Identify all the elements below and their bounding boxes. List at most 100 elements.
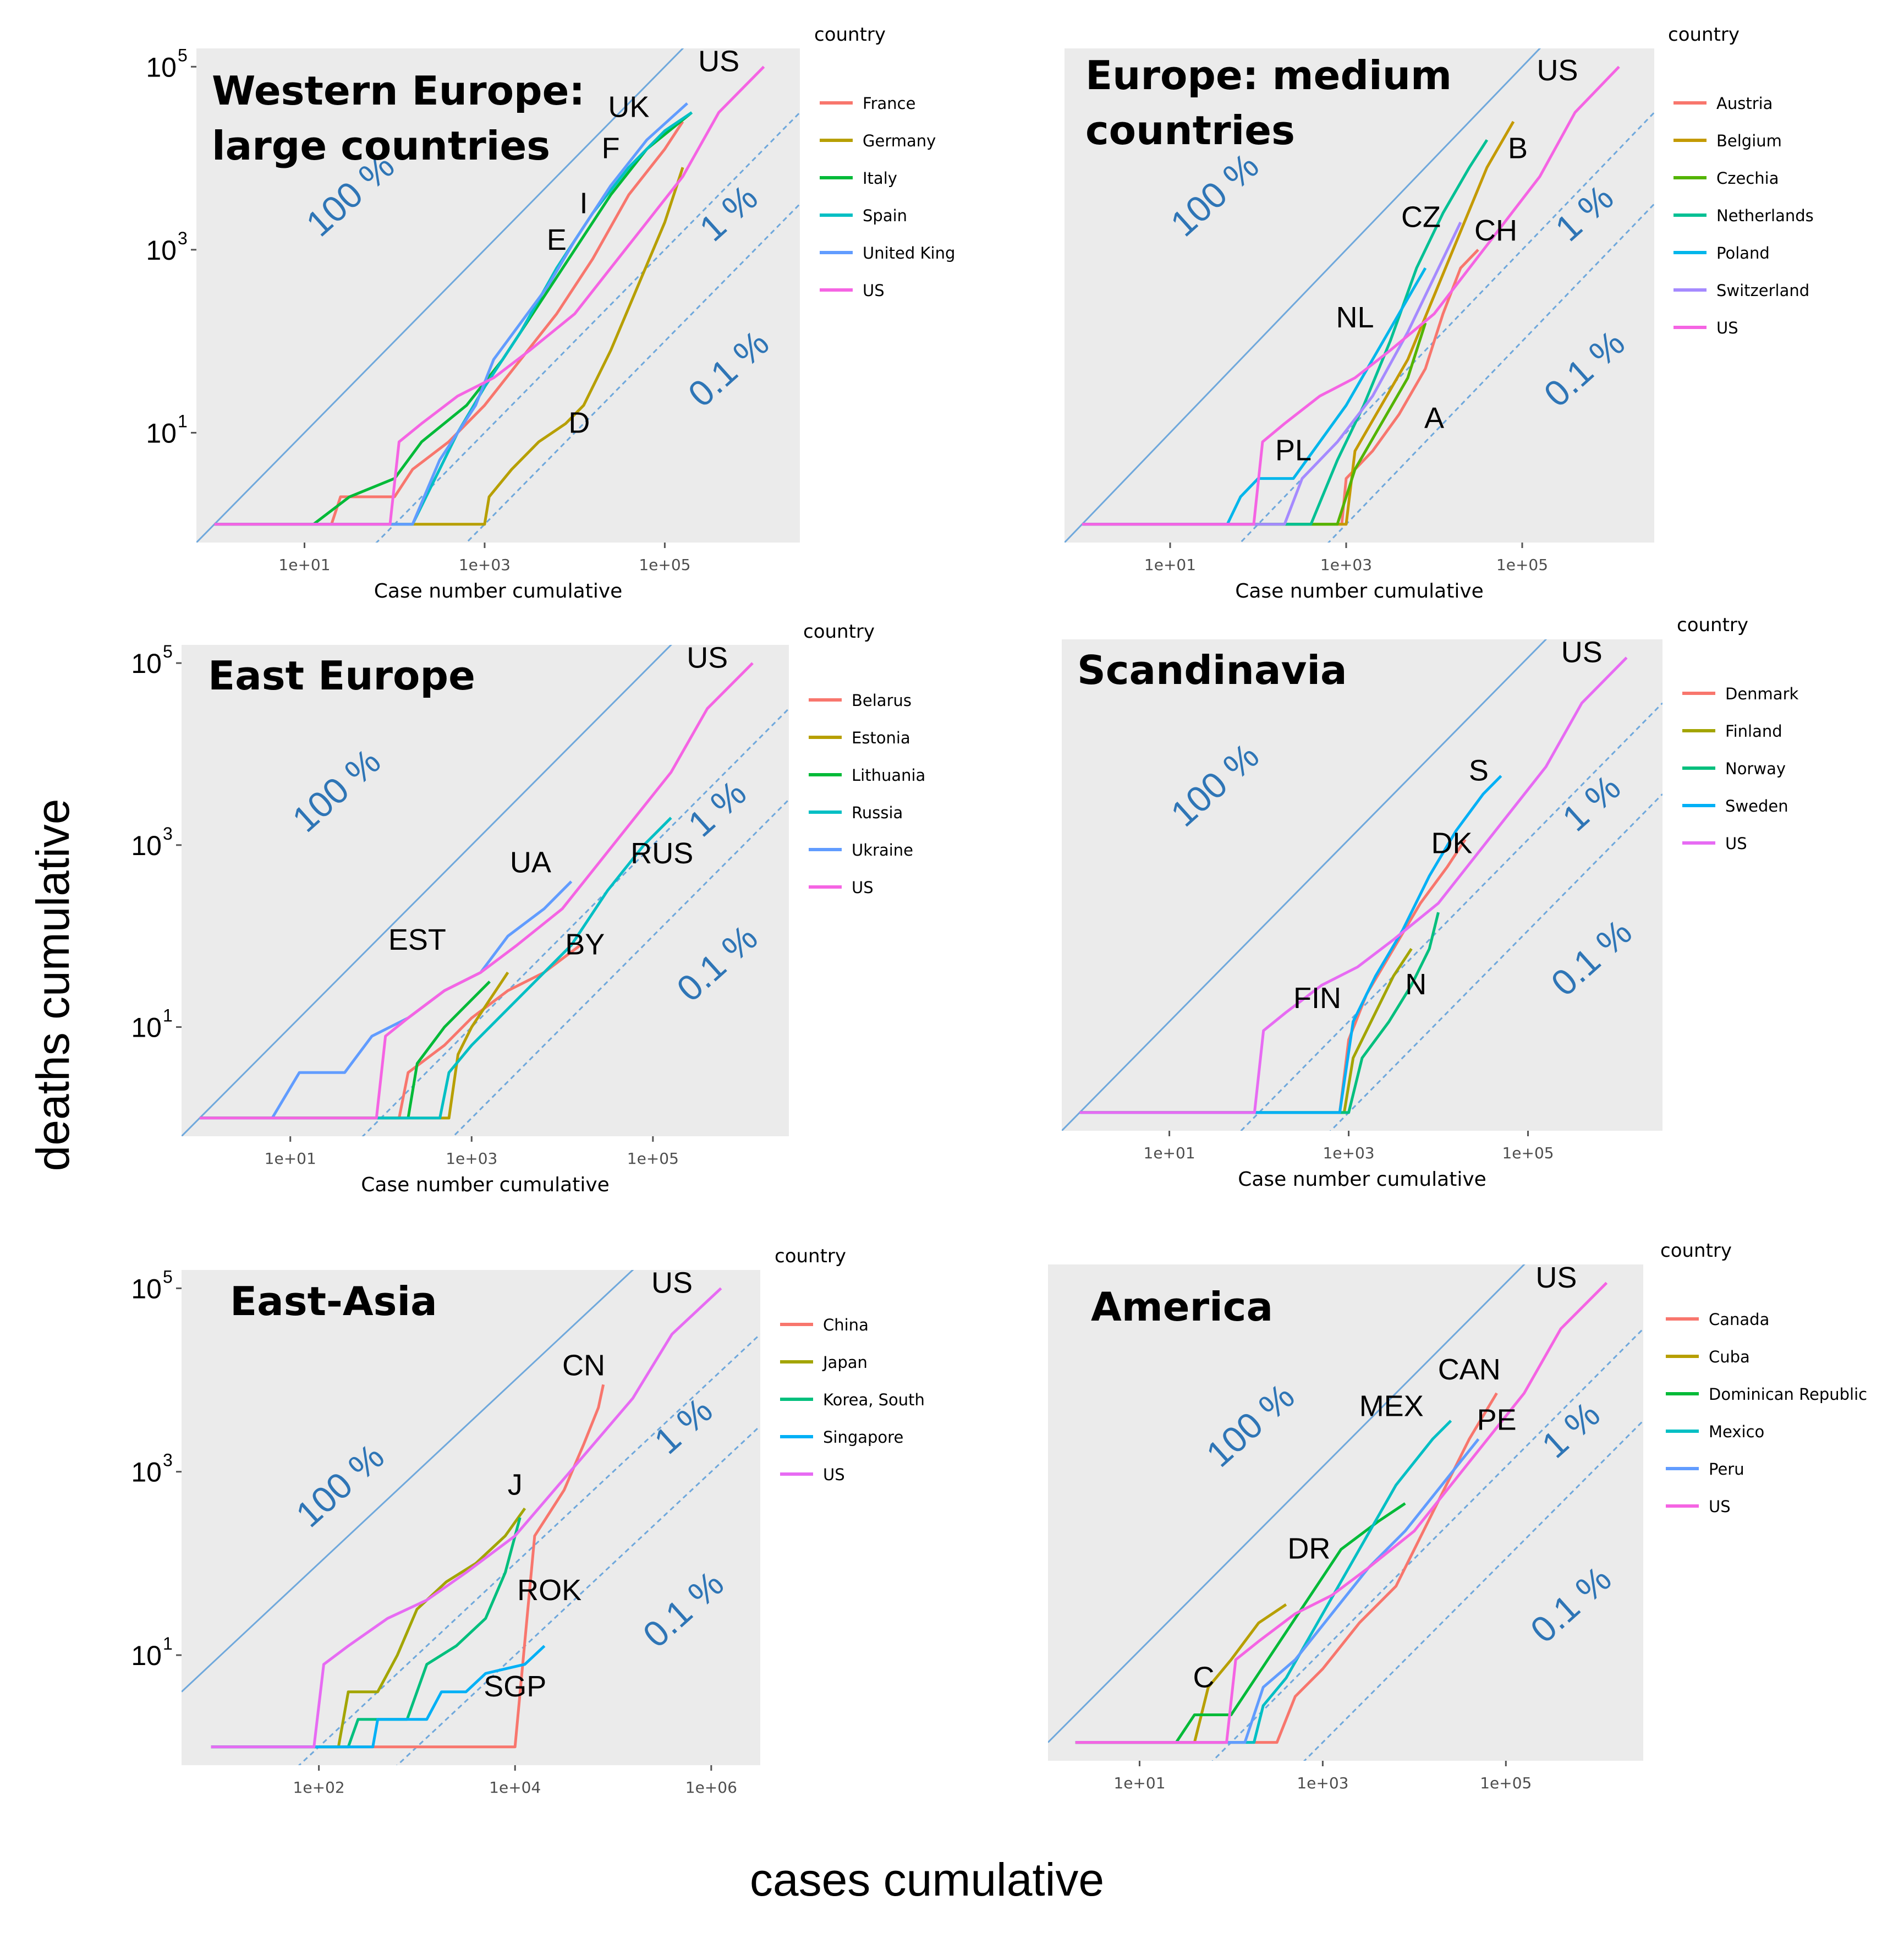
- series-line-us: [211, 1287, 722, 1749]
- series-line-dominican-republic: [1075, 1502, 1406, 1744]
- series-line-korea-south: [211, 1517, 522, 1749]
- annotation-uk: UK: [608, 91, 649, 124]
- annotation-dr: DR: [1287, 1532, 1330, 1565]
- legend-label-peru: Peru: [1709, 1460, 1744, 1479]
- annotation-a: A: [1424, 402, 1444, 435]
- annotation-est: EST: [388, 923, 446, 956]
- plot-background: [182, 1270, 760, 1765]
- legend-label-germany: Germany: [863, 132, 936, 150]
- y-tick-exponent: 1: [178, 411, 188, 431]
- annotation-us: US: [651, 1267, 693, 1300]
- annotation-c: C: [1193, 1661, 1214, 1694]
- legend-label-poland: Poland: [1716, 244, 1770, 262]
- y-tick-exponent: 5: [163, 642, 173, 661]
- reference-line-0: [196, 48, 684, 543]
- reference-line-2: [465, 203, 800, 543]
- legend-label-switzerland: Switzerland: [1716, 281, 1809, 300]
- legend-label-lithuania: Lithuania: [852, 766, 925, 785]
- legend-label-austria: Austria: [1716, 94, 1773, 113]
- legend-label-singapore: Singapore: [823, 1428, 903, 1447]
- annotation-cz: CZ: [1401, 200, 1441, 233]
- y-tick-label: 10: [146, 418, 177, 448]
- legend-title: country: [775, 1245, 846, 1267]
- annotation-fin: FIN: [1293, 982, 1341, 1015]
- reference-line-2: [396, 1425, 760, 1765]
- x-tick-label: 1e+04: [489, 1778, 541, 1797]
- annotation-j: J: [508, 1468, 523, 1501]
- annotation-rus: RUS: [630, 837, 693, 870]
- panel-title-line: East Europe: [208, 653, 475, 699]
- panel-1: 100 % 1 %0.1 %Europe: mediumcountriesUSBC…: [1065, 24, 1814, 603]
- x-tick-label: 1e+03: [446, 1149, 497, 1168]
- y-tick-exponent: 1: [163, 1634, 173, 1653]
- series-line-switzerland: [1082, 221, 1462, 526]
- legend-label-norway: Norway: [1725, 759, 1786, 778]
- annotation-d: D: [568, 406, 590, 439]
- y-tick-exponent: 3: [163, 824, 173, 844]
- series-line-belarus: [200, 944, 581, 1120]
- series-line-peru: [1075, 1438, 1480, 1744]
- panel-x-axis-label: Case number cumulative: [1238, 1168, 1486, 1191]
- reference-line-0: [1062, 639, 1548, 1131]
- figure-x-axis-label: cases cumulative: [750, 1854, 1104, 1905]
- series-line-russia: [200, 817, 672, 1120]
- series-line-belgium: [1082, 121, 1515, 526]
- plot-inner: [196, 48, 800, 543]
- x-tick-label: 1e+05: [1480, 1774, 1532, 1792]
- x-tick-label: 1e+05: [639, 556, 690, 574]
- series-line-singapore: [211, 1645, 546, 1749]
- annotation-pl: PL: [1275, 434, 1312, 467]
- annotation-us: US: [687, 641, 728, 674]
- x-tick-label: 1e+01: [265, 1149, 316, 1168]
- legend-label-us: US: [1725, 834, 1747, 853]
- y-tick-label: 10: [146, 52, 177, 83]
- series-line-us: [1079, 656, 1628, 1114]
- legend-label-italy: Italy: [863, 169, 897, 188]
- series-line-canada: [1075, 1392, 1498, 1744]
- annotation-us: US: [1537, 54, 1578, 87]
- annotation-sgp: SGP: [484, 1670, 546, 1703]
- annotation-by: BY: [565, 928, 605, 961]
- series-line-mexico: [1075, 1420, 1452, 1744]
- panel-title-line: Europe: medium: [1085, 52, 1452, 98]
- y-tick-label: 10: [131, 1457, 162, 1488]
- legend-label-finland: Finland: [1725, 722, 1782, 741]
- legend-label-netherlands: Netherlands: [1716, 206, 1814, 225]
- reference-line-0: [182, 1270, 634, 1693]
- legend-label-denmark: Denmark: [1725, 685, 1798, 703]
- panel-title-line: East-Asia: [230, 1278, 437, 1324]
- panel-title-line: Scandinavia: [1077, 647, 1347, 693]
- series-line-us: [214, 65, 765, 526]
- plot-inner: [1062, 639, 1662, 1131]
- legend-label-dominican-republic: Dominican Republic: [1709, 1385, 1867, 1404]
- series-line-japan: [211, 1507, 526, 1749]
- legend-label-estonia: Estonia: [852, 729, 910, 747]
- series-line-china: [211, 1384, 605, 1749]
- legend-label-us: US: [863, 281, 885, 300]
- y-tick-exponent: 5: [178, 45, 188, 65]
- x-tick-label: 1e+03: [1297, 1774, 1348, 1792]
- annotation-b: B: [1508, 132, 1528, 165]
- legend-title: country: [803, 621, 875, 643]
- figure-y-axis-label: deaths cumulative: [27, 798, 79, 1171]
- annotation-pe: PE: [1477, 1404, 1517, 1437]
- annotation-us: US: [1535, 1261, 1577, 1294]
- x-tick-label: 1e+03: [459, 556, 511, 574]
- annotation-e: E: [547, 223, 567, 256]
- annotation-mex: MEX: [1359, 1390, 1424, 1423]
- legend-label-russia: Russia: [852, 803, 903, 822]
- y-tick-label: 10: [131, 1640, 162, 1671]
- x-tick-label: 1e+05: [627, 1149, 679, 1168]
- x-tick-label: 1e+05: [1502, 1144, 1554, 1162]
- plot-inner: [1048, 1264, 1643, 1761]
- panel-0: 100 % 1 %0.1 %Western Europe:large countr…: [146, 24, 955, 603]
- panel-title-line: countries: [1085, 107, 1295, 154]
- reference-line-1: [1239, 702, 1662, 1131]
- legend-label-spain: Spain: [863, 206, 907, 225]
- y-tick-exponent: 1: [163, 1006, 173, 1026]
- legend-label-us: US: [823, 1465, 845, 1484]
- annotation-s: S: [1469, 754, 1489, 787]
